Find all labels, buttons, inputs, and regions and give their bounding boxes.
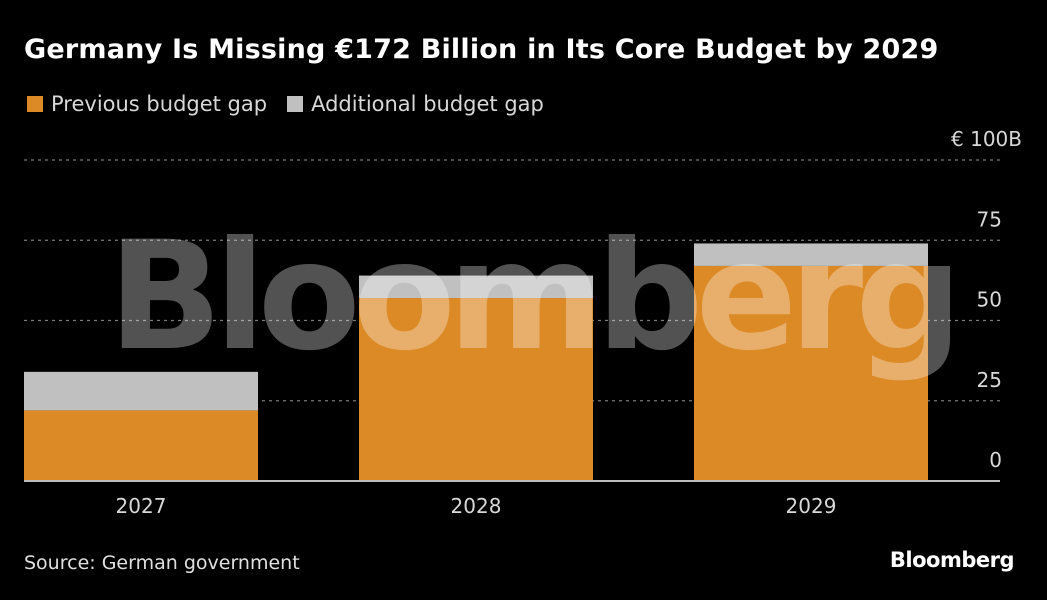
legend-label-additional: Additional budget gap	[311, 92, 544, 116]
x-tick-label: 2027	[116, 494, 167, 518]
y-tick-label: 0	[989, 448, 1002, 472]
legend-label-previous: Previous budget gap	[51, 92, 268, 116]
bar-previous-2029	[694, 265, 928, 481]
source-note: Source: German government	[24, 552, 300, 574]
y-tick-label: 75	[977, 207, 1002, 231]
bar-previous-2028	[359, 298, 593, 481]
legend-item-additional: Additional budget gap	[287, 92, 544, 116]
bar-additional-2027	[24, 371, 258, 411]
legend-swatch-additional	[287, 96, 304, 112]
bloomberg-watermark: Bloomberg	[108, 210, 955, 384]
y-tick-label: 25	[977, 368, 1002, 392]
legend: Previous budget gap Additional budget ga…	[27, 92, 564, 116]
bar-additional-2029	[694, 243, 928, 266]
bloomberg-logo: Bloomberg	[889, 548, 1015, 572]
bar-previous-2027	[24, 410, 258, 481]
bar-additional-2028	[359, 275, 593, 299]
y-tick-label: 50	[977, 288, 1002, 312]
legend-swatch-previous	[27, 96, 43, 112]
x-tick-label: 2029	[786, 494, 837, 518]
x-tick-label: 2028	[451, 494, 502, 518]
y-tick-label: € 100B	[951, 127, 1022, 151]
legend-item-previous: Previous budget gap	[27, 92, 267, 116]
chart-title: Germany Is Missing €172 Billion in Its C…	[24, 34, 939, 65]
